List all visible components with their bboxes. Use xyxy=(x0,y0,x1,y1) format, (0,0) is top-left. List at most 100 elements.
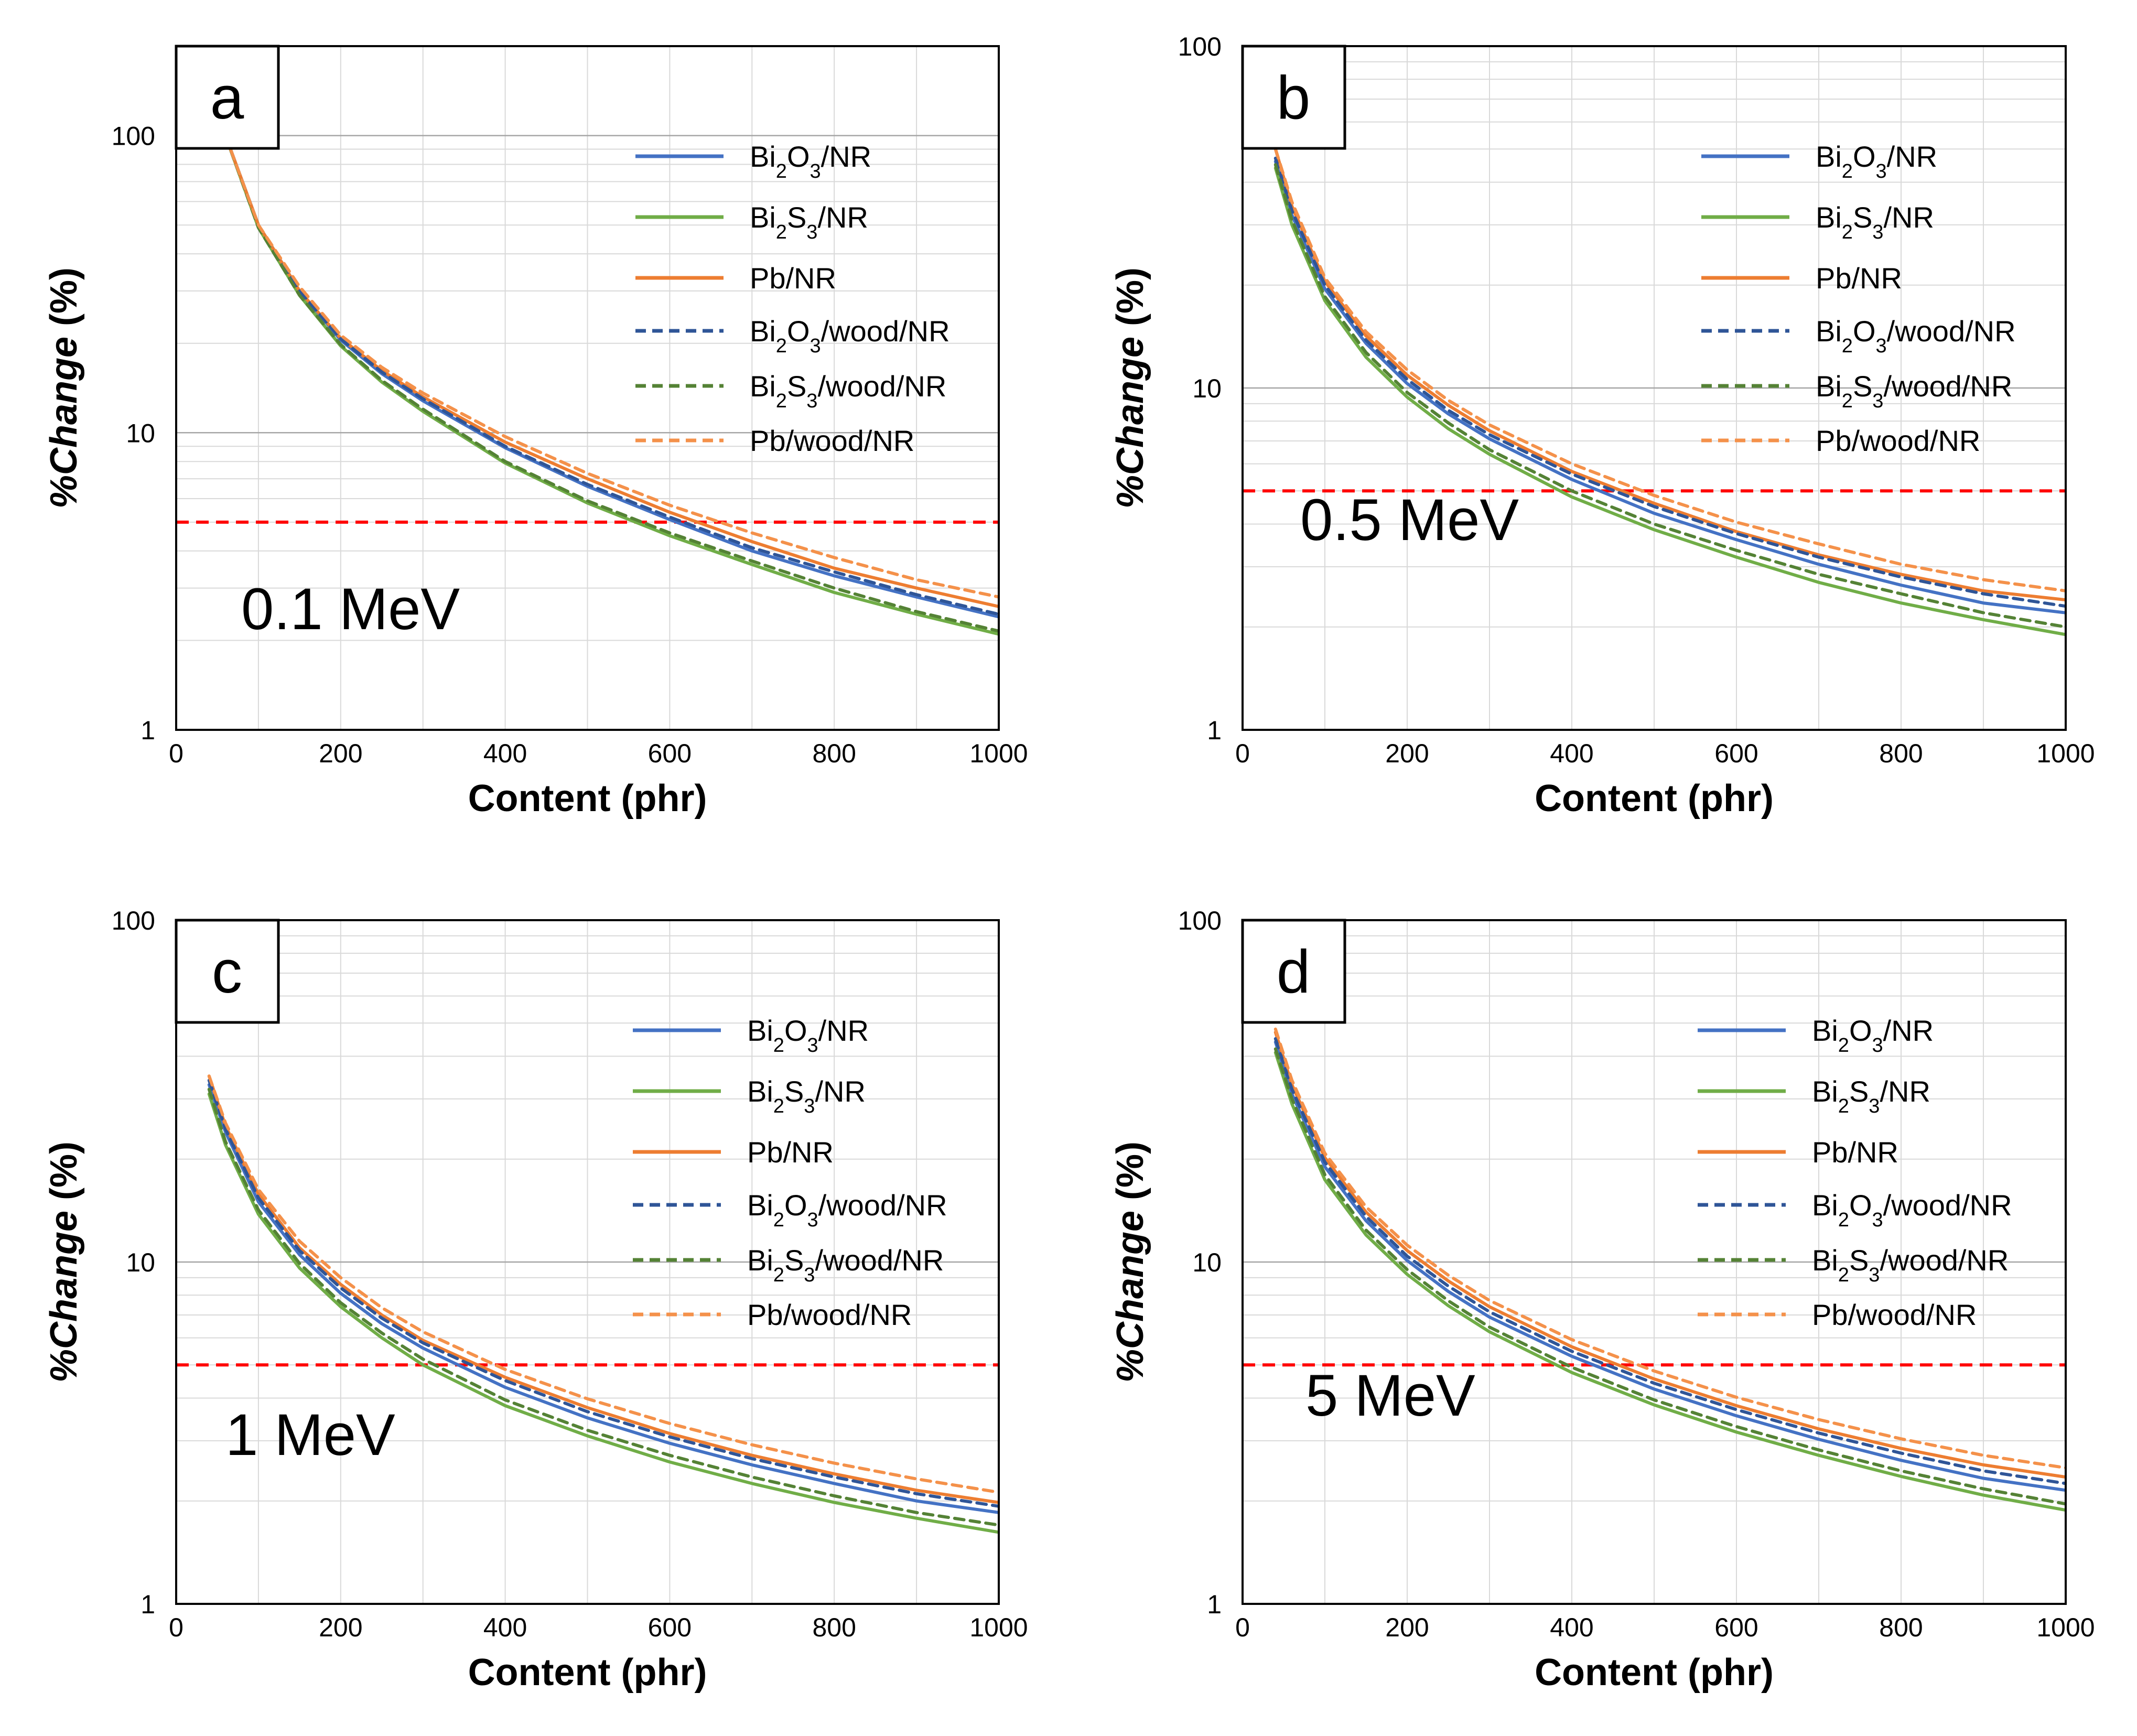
chart-panel-a: 0 200 400 600 800 1000 1 10 100 Content (phr) %Cha… xyxy=(43,45,1028,820)
y-tick-label: 100 xyxy=(112,122,155,151)
y-tick-label: 1 xyxy=(141,716,155,745)
legend-text-part: Bi xyxy=(1816,201,1842,234)
y-tick-label: 100 xyxy=(112,906,155,935)
legend-subscript: 3 xyxy=(1872,1034,1883,1056)
legend-text-part: Bi xyxy=(750,315,776,348)
legend-text-part: S xyxy=(1849,1244,1869,1277)
legend-text-part: Pb/wood/NR xyxy=(747,1298,912,1331)
y-tick-label: 10 xyxy=(126,418,155,448)
series-line-2 xyxy=(207,1074,999,1504)
series-line-2 xyxy=(1273,147,2066,602)
legend-text-part: /NR xyxy=(1887,140,1937,173)
y-axis-title-italic: %Change xyxy=(43,337,85,509)
legend-text-part: Pb/wood/NR xyxy=(1816,424,1980,457)
legend-subscript: 2 xyxy=(1842,221,1853,243)
energy-annotation: 5 MeV xyxy=(1305,1363,1475,1428)
legend-label-1: Bi2S3/NR xyxy=(1816,201,1934,243)
energy-annotation: 0.5 MeV xyxy=(1300,487,1519,553)
legend-text-part: S xyxy=(787,370,806,403)
y-axis-title-unit: (%) xyxy=(43,267,85,337)
series-line-3 xyxy=(207,1079,999,1508)
legend-subscript: 3 xyxy=(804,1095,815,1117)
series-line-1 xyxy=(1273,1051,2066,1512)
legend-text-part: /NR xyxy=(818,1014,869,1047)
y-axis-title: %Change (%) xyxy=(1109,267,1151,509)
x-tick-label: 200 xyxy=(319,1613,362,1642)
legend-subscript: 3 xyxy=(1869,1264,1880,1286)
x-tick-label: 800 xyxy=(812,739,856,768)
legend-text-part: /NR xyxy=(821,140,871,173)
legend-subscript: 3 xyxy=(806,221,817,243)
y-tick-label: 10 xyxy=(1192,1248,1222,1277)
legend-label-2: Pb/NR xyxy=(747,1136,834,1169)
legend-text-part: /wood/NR xyxy=(821,315,950,348)
x-tick-label: 400 xyxy=(483,739,527,768)
legend-text-part: /wood/NR xyxy=(815,1244,944,1277)
legend-text-part: Bi xyxy=(1816,370,1842,403)
legend-text-part: Bi xyxy=(747,1189,773,1222)
y-axis-title: %Change (%) xyxy=(1109,1141,1151,1383)
legend-label-2: Pb/NR xyxy=(750,262,836,295)
y-tick-label: 100 xyxy=(1178,906,1222,935)
x-axis-title: Content (phr) xyxy=(1535,1652,1774,1694)
legend-subscript: 2 xyxy=(773,1034,784,1056)
legend-text-part: Pb/NR xyxy=(747,1136,834,1169)
legend-text-part: /wood/NR xyxy=(817,370,946,403)
x-tick-label: 0 xyxy=(1235,739,1250,768)
y-tick-label: 1 xyxy=(1207,716,1222,745)
legend-text-part: O xyxy=(784,1189,807,1222)
chart-panel-c: 0 200 400 600 800 1000 1 10 100 Content (phr) %Cha… xyxy=(43,906,1028,1694)
x-tick-label: 600 xyxy=(1714,739,1758,768)
legend-text-part: Pb/NR xyxy=(1812,1136,1898,1169)
energy-annotation: 1 MeV xyxy=(225,1402,395,1468)
series-line-3 xyxy=(1273,1037,2066,1485)
legend-text-part: /wood/NR xyxy=(1883,370,2012,403)
series-line-2 xyxy=(1273,1030,2066,1479)
legend-text-part: S xyxy=(1853,201,1872,234)
x-axis-title: Content (phr) xyxy=(1535,778,1774,820)
panel-label-box xyxy=(1241,45,1346,150)
panel-label: d xyxy=(1277,937,1311,1006)
legend-text-part: Pb/NR xyxy=(1816,262,1902,295)
chart-panel-b: 0 200 400 600 800 1000 1 10 100 Content (phr) %Cha… xyxy=(1109,32,2095,820)
x-tick-label: 1000 xyxy=(969,1613,1028,1642)
legend-label-4: Bi2S3/wood/NR xyxy=(1816,370,2012,412)
legend-subscript: 3 xyxy=(1876,160,1887,182)
series-line-0 xyxy=(1273,1040,2066,1492)
legend-subscript: 2 xyxy=(776,160,787,182)
legend-subscript: 3 xyxy=(1869,1095,1880,1117)
series-line-4 xyxy=(1273,163,2066,629)
x-tick-label: 0 xyxy=(1235,1613,1250,1642)
legend-subscript: 3 xyxy=(1876,335,1887,357)
y-tick-label: 10 xyxy=(126,1248,155,1277)
x-tick-label: 0 xyxy=(169,739,184,768)
legend-label-4: Bi2S3/wood/NR xyxy=(1812,1244,2009,1286)
legend-subscript: 3 xyxy=(807,1209,818,1231)
y-axis-title-unit: (%) xyxy=(43,1141,85,1211)
legend-text-part: S xyxy=(1853,370,1872,403)
legend-subscript: 2 xyxy=(776,221,787,243)
legend-subscript: 2 xyxy=(1838,1034,1849,1056)
legend-text-part: Bi xyxy=(1812,1075,1838,1108)
legend-text-part: S xyxy=(787,201,806,234)
legend-subscript: 3 xyxy=(1872,221,1883,243)
legend-label-3: Bi2O3/wood/NR xyxy=(1812,1189,2012,1231)
legend-label-4: Bi2S3/wood/NR xyxy=(750,370,946,412)
x-tick-label: 400 xyxy=(483,1613,527,1642)
panel-label-box xyxy=(175,45,280,150)
legend-label-5: Pb/wood/NR xyxy=(747,1298,912,1331)
y-axis-title: %Change (%) xyxy=(43,267,85,509)
legend-text-part: /NR xyxy=(1880,1075,1930,1108)
legend-text-part: S xyxy=(1849,1075,1869,1108)
legend-text-part: Bi xyxy=(1812,1244,1838,1277)
legend-label-3: Bi2O3/wood/NR xyxy=(747,1189,947,1231)
legend-text-part: Bi xyxy=(750,370,776,403)
legend-text-part: /NR xyxy=(1883,1014,1934,1047)
legend-label-1: Bi2S3/NR xyxy=(747,1075,866,1117)
legend-text-part: Pb/NR xyxy=(750,262,836,295)
y-tick-label: 1 xyxy=(141,1590,155,1619)
legend-text-part: Bi xyxy=(1816,315,1842,348)
legend-text-part: Bi xyxy=(1812,1189,1838,1222)
x-tick-label: 200 xyxy=(1385,739,1429,768)
legend-subscript: 2 xyxy=(773,1209,784,1231)
